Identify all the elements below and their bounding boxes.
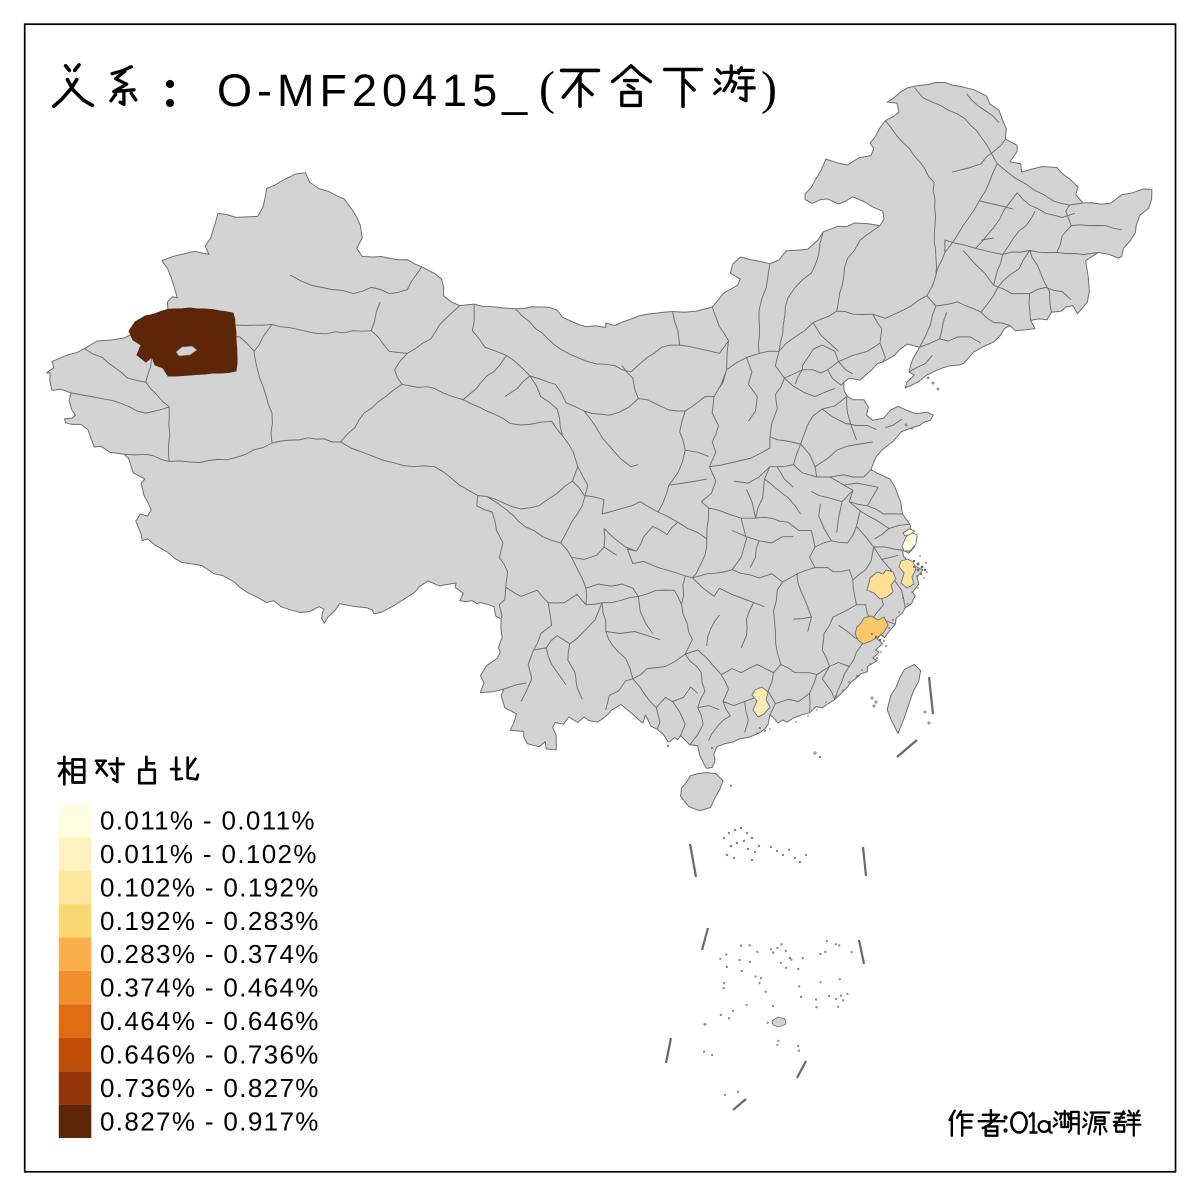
svg-text:0.192% - 0.283%: 0.192% - 0.283%: [100, 906, 320, 936]
svg-text:(: (: [539, 62, 555, 115]
svg-text:0.736% - 0.827%: 0.736% - 0.827%: [100, 1073, 320, 1103]
svg-text:0.283% - 0.374%: 0.283% - 0.374%: [100, 939, 320, 969]
svg-text:O-MF20415_: O-MF20415_: [217, 65, 532, 116]
svg-text:0.646% - 0.736%: 0.646% - 0.736%: [100, 1040, 320, 1070]
svg-text:): ): [761, 62, 777, 115]
svg-text:0.011% - 0.102%: 0.011% - 0.102%: [100, 839, 318, 869]
svg-text:0.464% - 0.646%: 0.464% - 0.646%: [100, 1006, 320, 1036]
svg-text:0.374% - 0.464%: 0.374% - 0.464%: [100, 973, 320, 1003]
svg-text:0.011% - 0.011%: 0.011% - 0.011%: [100, 806, 316, 836]
svg-text:0.102% - 0.192%: 0.102% - 0.192%: [100, 872, 320, 902]
svg-text:0.827% - 0.917%: 0.827% - 0.917%: [100, 1106, 320, 1136]
